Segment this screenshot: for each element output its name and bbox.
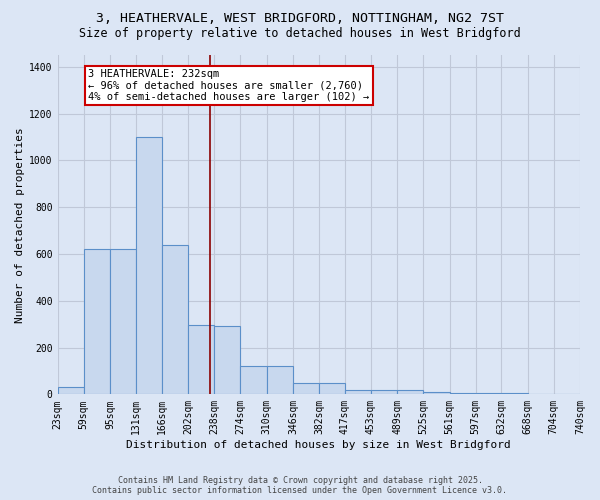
Bar: [371, 390, 397, 394]
Text: Contains HM Land Registry data © Crown copyright and database right 2025.: Contains HM Land Registry data © Crown c…: [118, 476, 482, 485]
Bar: [84, 249, 110, 394]
Text: 3, HEATHERVALE, WEST BRIDGFORD, NOTTINGHAM, NG2 7ST: 3, HEATHERVALE, WEST BRIDGFORD, NOTTINGH…: [96, 12, 504, 26]
Bar: [397, 390, 424, 394]
Text: 3 HEATHERVALE: 232sqm
← 96% of detached houses are smaller (2,760)
4% of semi-de: 3 HEATHERVALE: 232sqm ← 96% of detached …: [88, 69, 370, 102]
Bar: [476, 393, 502, 394]
Bar: [449, 393, 476, 394]
X-axis label: Distribution of detached houses by size in West Bridgford: Distribution of detached houses by size …: [127, 440, 511, 450]
Bar: [136, 137, 162, 394]
Bar: [162, 244, 188, 394]
Bar: [424, 392, 449, 394]
Text: Contains public sector information licensed under the Open Government Licence v3: Contains public sector information licen…: [92, 486, 508, 495]
Bar: [319, 382, 344, 394]
Bar: [344, 390, 371, 394]
Bar: [188, 326, 214, 394]
Bar: [110, 249, 136, 394]
Bar: [58, 388, 84, 394]
Bar: [293, 382, 319, 394]
Bar: [241, 366, 266, 394]
Y-axis label: Number of detached properties: Number of detached properties: [15, 127, 25, 322]
Bar: [214, 326, 241, 394]
Bar: [266, 366, 293, 394]
Bar: [502, 393, 527, 394]
Text: Size of property relative to detached houses in West Bridgford: Size of property relative to detached ho…: [79, 28, 521, 40]
